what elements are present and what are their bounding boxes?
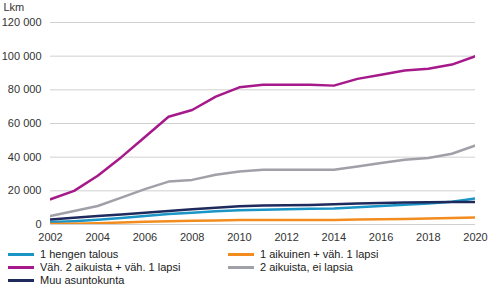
svg-text:0: 0 — [35, 218, 41, 230]
svg-text:2008: 2008 — [180, 231, 204, 243]
svg-text:2020: 2020 — [463, 231, 487, 243]
svg-text:80 000: 80 000 — [8, 83, 42, 95]
svg-text:2004: 2004 — [85, 231, 109, 243]
svg-text:100 000: 100 000 — [2, 50, 42, 62]
html-text:2 aikuista, ei lapsia: 2 aikuista, ei lapsia — [260, 261, 353, 273]
svg-text:2012: 2012 — [274, 231, 298, 243]
svg-text:2010: 2010 — [227, 231, 251, 243]
svg-text:40 000: 40 000 — [8, 151, 42, 163]
svg-text:20 000: 20 000 — [8, 184, 42, 196]
svg-text:2016: 2016 — [369, 231, 393, 243]
svg-text:2014: 2014 — [322, 231, 346, 243]
svg-text:60 000: 60 000 — [8, 117, 42, 129]
svg-text:2006: 2006 — [133, 231, 157, 243]
svg-text:2002: 2002 — [38, 231, 62, 243]
svg-text:Lkm: Lkm — [4, 1, 25, 13]
html-text:Väh. 2 aikuista + väh. 1 lapsi: Väh. 2 aikuista + väh. 1 lapsi — [40, 261, 181, 273]
html-text:Muu asuntokunta: Muu asuntokunta — [40, 274, 125, 286]
svg-text:2018: 2018 — [416, 231, 440, 243]
svg-text:120 000: 120 000 — [2, 16, 42, 28]
html-text:1 hengen talous: 1 hengen talous — [40, 248, 119, 260]
html-text:1 aikuinen + väh. 1 lapsi: 1 aikuinen + väh. 1 lapsi — [260, 248, 379, 260]
